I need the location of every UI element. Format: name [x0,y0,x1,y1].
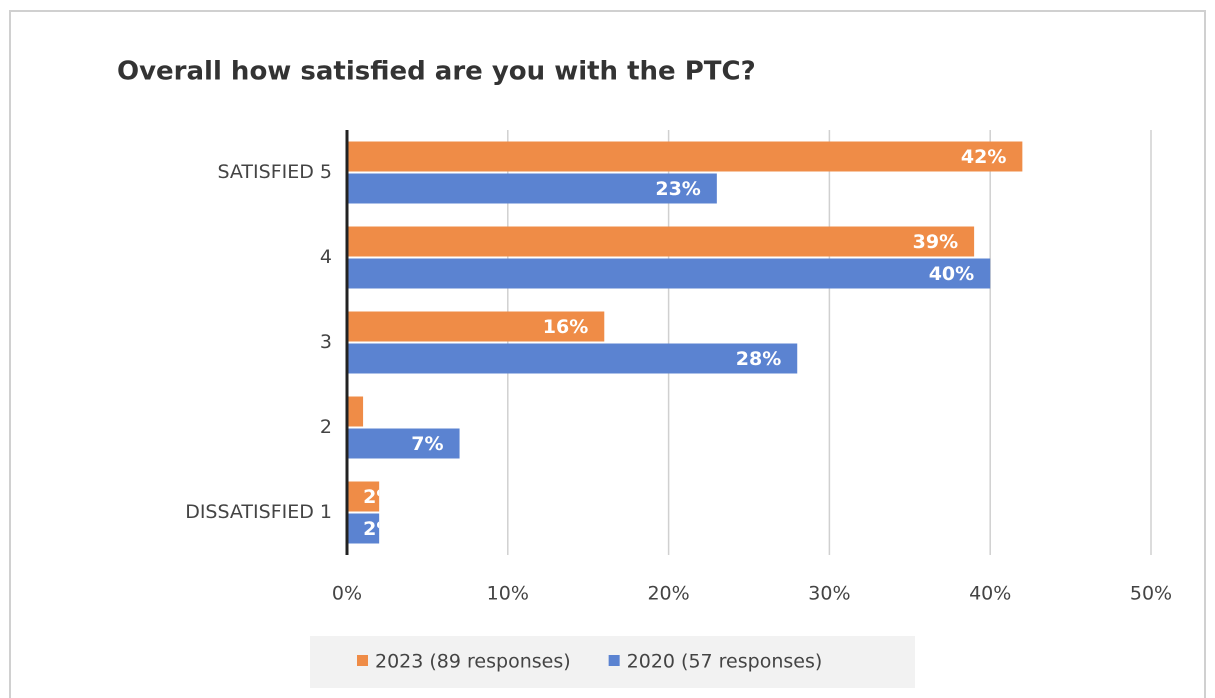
y-tick-label: SATISFIED 5 [217,161,332,183]
bar [347,513,380,544]
bar [347,428,460,459]
value-label: 2% [363,486,395,508]
x-tick-label: 40% [969,583,1011,605]
y-tick-label: 2 [320,416,332,438]
y-tick-label: 3 [320,331,332,353]
y-tick-label: 4 [320,246,332,268]
value-label: 42% [961,146,1006,168]
x-tick-label: 50% [1130,583,1172,605]
legend-swatch [608,655,620,666]
bar [347,311,605,342]
bar [347,173,717,204]
value-label: 16% [543,316,588,338]
value-label: 28% [736,348,781,370]
bar [347,226,975,257]
bar [347,141,1023,172]
value-label: 40% [929,263,974,285]
x-tick-label: 10% [487,583,529,605]
bar [347,343,798,374]
bar [347,258,991,289]
legend-label: 2020 (57 responses) [627,651,823,673]
legend-label: 2023 (89 responses) [375,651,571,673]
y-tick-label: DISSATISFIED 1 [185,501,332,523]
value-label: 39% [913,231,958,253]
bar [347,396,364,427]
value-label: 7% [411,433,443,455]
x-tick-label: 0% [332,583,362,605]
value-label: 23% [655,178,700,200]
x-tick-label: 30% [808,583,850,605]
chart-title: Overall how satisfied are you with the P… [117,57,756,87]
value-label: 2% [363,518,395,540]
x-tick-label: 20% [647,583,689,605]
legend-swatch [357,655,368,666]
bar [347,481,380,512]
